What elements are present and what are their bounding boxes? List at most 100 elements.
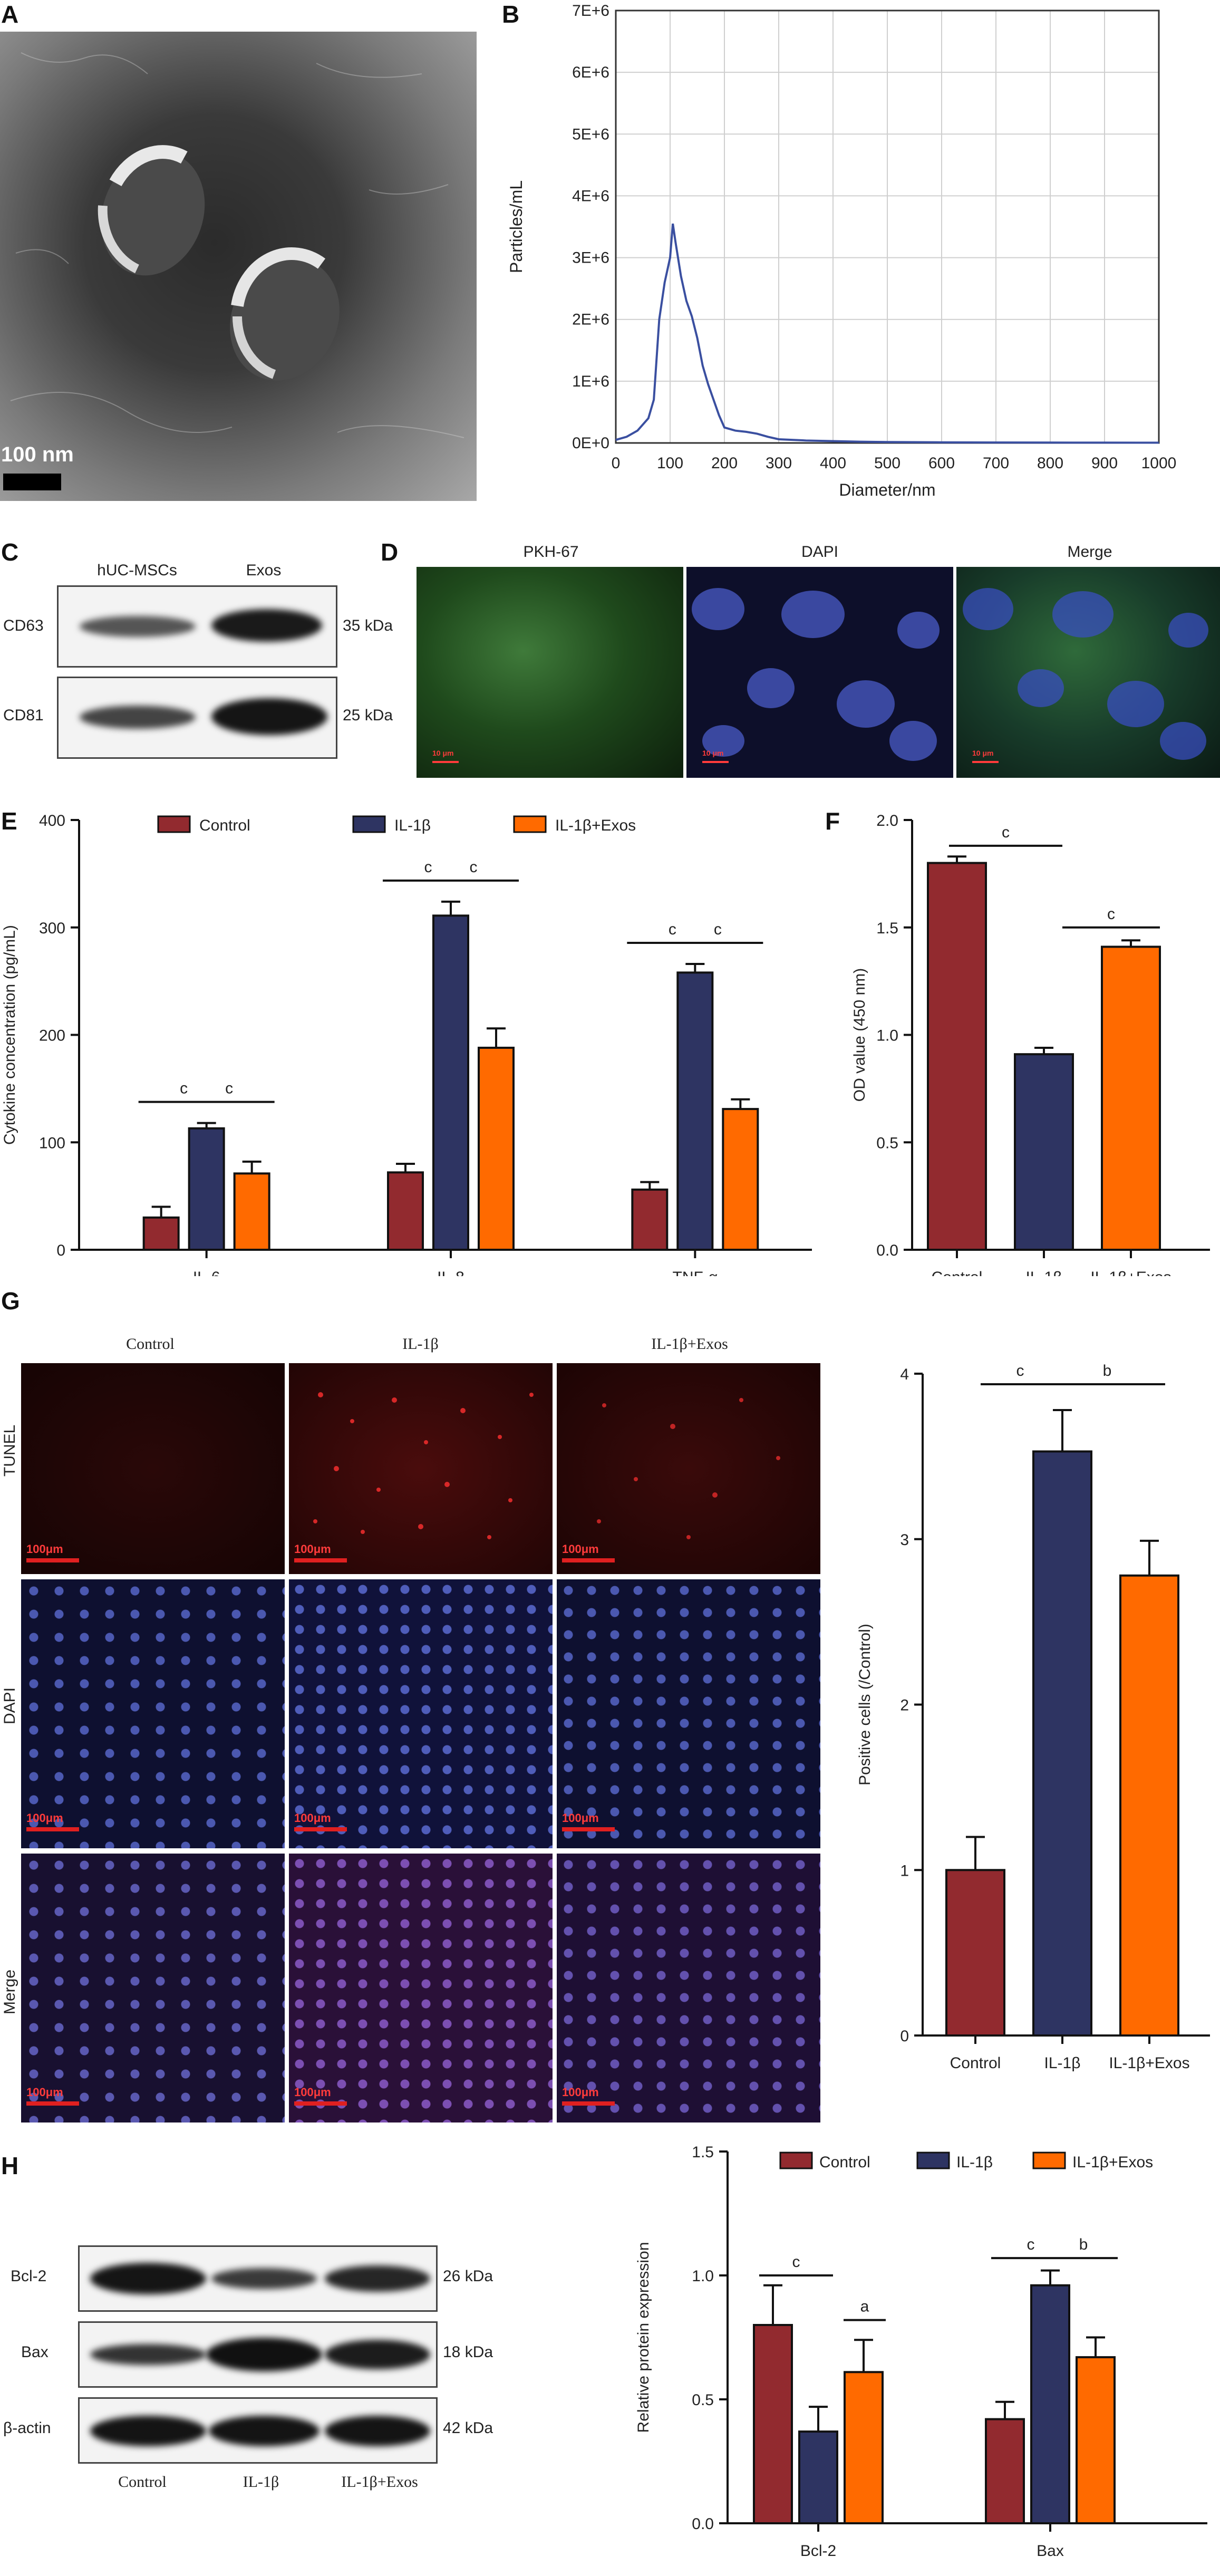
tunel-dots: [597, 1398, 780, 1539]
y-tick-label: 0.0: [876, 1242, 898, 1259]
bar-Control-TNF-α: [631, 1188, 669, 1251]
x-tick-label: IL-1β: [1026, 1269, 1062, 1276]
band: [325, 2416, 430, 2446]
dapi-scale-bar: [26, 1827, 79, 1831]
band: [325, 2265, 430, 2292]
y-axis-label: Relative protein expression: [635, 2242, 652, 2433]
wb-h-col: IL-1β+Exos: [341, 2473, 418, 2491]
bar-IL-1β+Exos-Bcl-2: [844, 2371, 884, 2524]
fluor-scale-bar: [702, 761, 729, 763]
bar-Control: [927, 862, 987, 1251]
wb-c-kda: 35 kDa: [343, 617, 393, 634]
y-axis-label: Cytokine concentration (pg/mL): [1, 925, 18, 1145]
x-tick-label: 700: [983, 455, 1009, 472]
x-tick-label: 600: [928, 455, 955, 472]
x-tick-label: IL-6: [193, 1269, 220, 1276]
band: [211, 2268, 317, 2289]
merge-image-control: 100μm: [21, 1854, 285, 2122]
bar-IL-1β+Exos-TNF-α: [722, 1108, 759, 1251]
dapi-scale-label: 100μm: [562, 1811, 599, 1825]
od-chart: 0.0 0.5 1.0 1.5 2.0 Control IL-1β IL-1β+Exos c c O…: [851, 812, 1210, 1276]
dapi-scale-label: 100μm: [294, 1811, 331, 1825]
y-tick-label: 5E+6: [572, 126, 609, 143]
significance-label: c: [1016, 1362, 1024, 1379]
merge-nuclei-pattern: [21, 1854, 285, 2122]
x-tick-label: Bax: [1037, 2542, 1064, 2560]
y-tick-label: 0.5: [876, 1134, 898, 1152]
y-tick-label: 7E+6: [572, 2, 609, 20]
tunel-scale-label: 100μm: [294, 1542, 331, 1556]
bar-Control-Bax: [985, 2418, 1025, 2524]
legend-label: IL-1β: [394, 817, 431, 834]
fluor-scale-label: 10 μm: [702, 749, 724, 757]
wb-h-blot-bcl2: [78, 2245, 438, 2312]
y-axis-label: Positive cells (/Control): [856, 1624, 874, 1786]
legend-swatch: [779, 2152, 813, 2169]
tem-scale-label: 100 nm: [1, 443, 74, 466]
significance-label: c: [669, 921, 676, 938]
significance-label: c: [470, 858, 478, 876]
bar-IL-1β: [1032, 1450, 1092, 2037]
dapi-nuclei-pattern: [21, 1579, 285, 1848]
tunel-image-il1b: 100μm: [289, 1363, 553, 1574]
y-tick-label: 4: [900, 1366, 909, 1383]
legend-label: IL-1β+Exos: [555, 817, 636, 834]
band: [211, 609, 322, 642]
x-tick-label: Bcl-2: [800, 2542, 836, 2560]
wb-h-kda: 26 kDa: [443, 2268, 493, 2285]
y-tick-label: 200: [39, 1027, 65, 1045]
panel-label-f: F: [825, 807, 840, 835]
wb-h-blot-bax: [78, 2321, 438, 2388]
y-tick-label: 0: [900, 2028, 909, 2045]
y-tick-label: 1E+6: [572, 373, 609, 390]
wb-h-col: IL-1β: [243, 2473, 279, 2491]
bar-IL-1β-IL-6: [188, 1127, 225, 1251]
bar-IL-1β+Exos-IL-8: [478, 1046, 515, 1251]
significance-label: c: [1002, 824, 1010, 841]
wb-h-kda: 42 kDa: [443, 2419, 493, 2437]
dapi-scale-bar: [294, 1827, 347, 1831]
band: [206, 2338, 322, 2371]
significance-label: b: [1103, 1362, 1112, 1379]
tunel-scale-label: 100μm: [26, 1542, 63, 1556]
merge-nuclei-pattern: [557, 1854, 820, 2122]
y-tick-label: 1.0: [876, 1027, 898, 1045]
merge-scale-bar: [26, 2101, 79, 2106]
panel-label-h: H: [1, 2152, 19, 2179]
y-tick-label: 2E+6: [572, 311, 609, 329]
dapi-nuclei-pattern: [289, 1579, 553, 1848]
band: [325, 2340, 430, 2369]
fluor-scale-bar: [432, 761, 459, 763]
x-tick-label: IL-1β+Exos: [1090, 1269, 1171, 1276]
significance-label: c: [225, 1080, 233, 1097]
x-tick-label: 1000: [1141, 455, 1177, 472]
legend-label: Control: [819, 2154, 870, 2171]
wb-h-row-label: Bax: [21, 2343, 49, 2361]
x-tick-label: 800: [1037, 455, 1063, 472]
bar-IL-1β+Exos: [1119, 1574, 1179, 2037]
band: [209, 2416, 319, 2446]
wb-h-row-label: β-actin: [3, 2419, 51, 2437]
merge-scale-label: 100μm: [26, 2086, 63, 2099]
y-axis-label: Particles/mL: [507, 180, 526, 273]
y-tick-label: 300: [39, 920, 65, 937]
x-tick-label: 500: [874, 455, 901, 472]
significance-label: c: [424, 858, 432, 876]
x-tick-label: Control: [950, 2054, 1001, 2072]
fluor-title-merge: Merge: [1067, 543, 1112, 561]
significance-label: a: [860, 2298, 869, 2315]
band: [90, 2416, 206, 2446]
fluor-image-dapi: 10 μm: [686, 567, 953, 778]
tem-image: 100 nm: [0, 32, 477, 501]
dapi-image-il1b: 100μm: [289, 1579, 553, 1848]
bar-IL-1β-Bcl-2: [798, 2430, 838, 2524]
dapi-nuclei-pattern: [557, 1579, 820, 1848]
dapi-image-control: 100μm: [21, 1579, 285, 1848]
y-tick-label: 400: [39, 812, 65, 829]
tem-vesicles: [10, 52, 464, 438]
y-tick-label: 0.5: [692, 2391, 714, 2409]
legend-label: Control: [199, 817, 250, 834]
wb-c-row-label: CD81: [3, 707, 44, 724]
tunel-scale-bar: [26, 1558, 79, 1562]
merge-nuclei: [963, 588, 1208, 760]
